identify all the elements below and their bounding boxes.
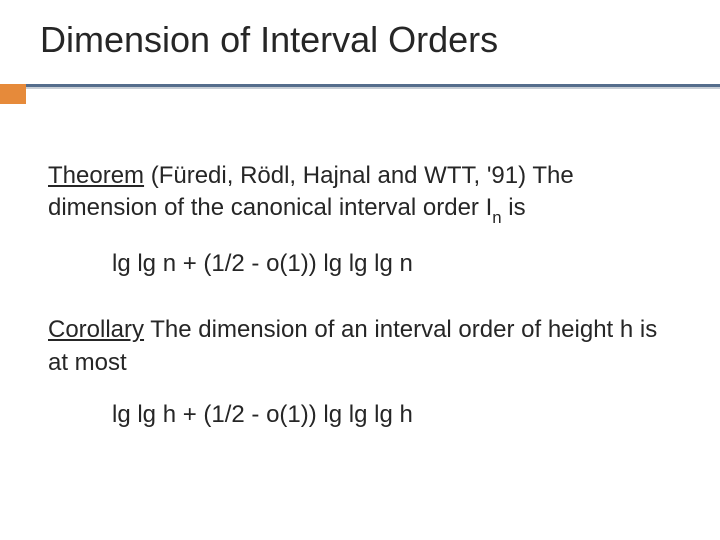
corollary-label: Corollary bbox=[48, 316, 144, 343]
theorem-text-b: is bbox=[502, 194, 526, 221]
corollary-formula: lg lg h + (1/2 - o(1)) lg lg lg h bbox=[112, 399, 672, 431]
corollary-paragraph: Corollary The dimension of an interval o… bbox=[48, 314, 672, 379]
theorem-label: Theorem bbox=[48, 162, 144, 189]
title-rule bbox=[0, 84, 720, 89]
theorem-symbol-n: n bbox=[492, 208, 501, 227]
slide: Dimension of Interval Orders Theorem (Fü… bbox=[0, 0, 720, 540]
theorem-citation: (Füredi, Rödl, Hajnal and WTT, '91) bbox=[144, 162, 532, 189]
slide-body: Theorem (Füredi, Rödl, Hajnal and WTT, '… bbox=[48, 160, 672, 465]
slide-title: Dimension of Interval Orders bbox=[40, 18, 498, 61]
theorem-formula: lg lg n + (1/2 - o(1)) lg lg lg n bbox=[112, 248, 672, 280]
theorem-paragraph: Theorem (Füredi, Rödl, Hajnal and WTT, '… bbox=[48, 160, 672, 228]
accent-block bbox=[0, 84, 26, 104]
